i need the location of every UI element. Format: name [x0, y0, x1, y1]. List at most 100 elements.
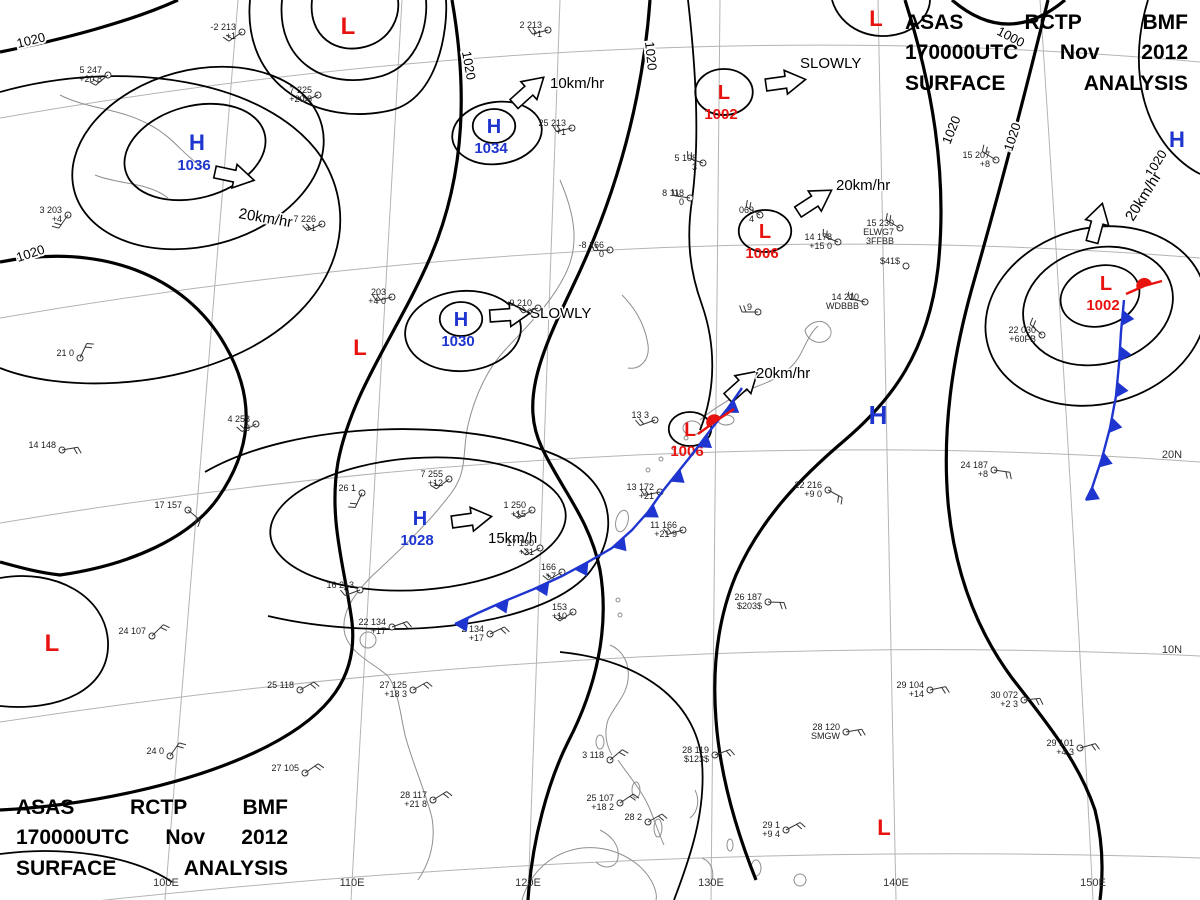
station-reading: +8 — [978, 469, 988, 479]
movement-arrow-icon — [212, 162, 256, 190]
station-plot-el — [1035, 698, 1040, 706]
luzon — [605, 644, 629, 756]
cold-front-triangle-icon — [1109, 417, 1123, 434]
station-plot-el — [725, 750, 732, 757]
cold-front-triangle-icon — [534, 581, 550, 597]
station-plot-el — [542, 575, 549, 581]
station-reading: WDBBB — [826, 301, 859, 311]
station-reading: 9 210 — [509, 298, 532, 308]
station-plot: 153+10 — [552, 602, 577, 622]
station-plot-el — [1023, 697, 1040, 701]
isobar — [831, 0, 931, 37]
station-plot: 3 203+4 — [39, 205, 72, 229]
isobar — [0, 850, 173, 883]
station-plot-el — [902, 262, 910, 270]
station-plot-el — [640, 489, 645, 496]
station-reading: 28 119 — [682, 745, 709, 755]
station-reading: 28 2 — [624, 812, 642, 822]
station-plot-el — [372, 294, 377, 302]
pressure-center-value: 1028 — [400, 532, 433, 549]
movement-speed-label: 20km/hr — [756, 365, 810, 382]
station-reading: 24 0 — [146, 746, 164, 756]
station-plot-el — [889, 215, 892, 223]
station-plot-el — [532, 29, 549, 35]
isobar — [248, 0, 448, 115]
high-center-letter: H — [487, 116, 501, 138]
station-plot-el — [515, 511, 523, 517]
station-plot-el — [343, 588, 350, 595]
ryukyu — [683, 435, 689, 441]
station-reading: 22 030 — [1008, 325, 1036, 335]
station-reading: 14 210 — [831, 292, 859, 302]
station-plot-el — [556, 124, 561, 131]
low-center-letter: L — [353, 335, 366, 360]
station-plot-el — [993, 469, 1010, 473]
station-reading: 29 101 — [1046, 738, 1074, 748]
inland-river — [59, 94, 206, 169]
station-plot: 3 118 — [582, 749, 629, 764]
islet — [615, 597, 621, 603]
station-reading: 16 213 — [326, 580, 354, 590]
islet — [617, 612, 623, 618]
station-reading: 21 0 — [56, 348, 74, 358]
station-plot: 24 187+8 — [960, 460, 1012, 480]
station-plot-el — [676, 189, 679, 197]
station-reading: +7 — [546, 571, 556, 581]
station-plot-el — [672, 188, 675, 196]
station-plot-el — [547, 571, 563, 581]
station-reading: 26 187 — [734, 592, 762, 602]
station-plot-el — [228, 31, 243, 42]
isobar-value-label: 1020 — [642, 41, 660, 71]
movement-speed-label: 20km/hr — [836, 177, 890, 194]
movement-speed-label: 20km/hr — [237, 205, 293, 231]
station-reading: 11 166 — [650, 520, 677, 530]
cold-front-triangle-icon — [670, 469, 685, 483]
cold-front-triangle-icon — [1121, 309, 1135, 326]
isobar — [0, 75, 342, 385]
station-plot-el — [667, 529, 684, 535]
ryukyu — [658, 456, 664, 462]
station-reading: +21 9 — [654, 529, 677, 539]
station-plot-el — [303, 94, 319, 103]
station-reading: +15 0 — [809, 241, 832, 251]
station-plot: 30 072+2 3 — [990, 690, 1044, 709]
analysis-id: ASAS RCTP BMF — [16, 796, 288, 819]
station-reading: 17 190 — [506, 538, 534, 548]
longitude-label: 140E — [883, 877, 909, 889]
station-plot-el — [307, 223, 323, 231]
station-plot-el — [313, 681, 320, 687]
cold-front-triangle-icon — [1098, 452, 1113, 468]
station-reading: 3 118 — [582, 750, 604, 760]
station-plot-el — [58, 214, 69, 229]
station-plot: 11 166+21 9 — [650, 520, 687, 539]
station-plot-el — [663, 528, 669, 535]
station-plot-el — [845, 728, 862, 733]
pressure-center-ring — [471, 108, 517, 144]
isobar-ring — [123, 102, 267, 202]
station-plot-el — [739, 305, 743, 313]
station-plot-el — [840, 497, 843, 505]
isobar — [559, 651, 704, 900]
station-plot: $41$ — [880, 256, 910, 270]
isobar-ring — [451, 100, 543, 166]
station-reading: 24 187 — [960, 460, 988, 470]
isobar — [204, 428, 610, 630]
station-plot: 13 3 — [631, 410, 659, 426]
cold-front-triangle-icon — [724, 399, 740, 413]
station-plot-el — [89, 81, 96, 86]
station-plot-el — [432, 791, 447, 801]
station-plot: 28 2 — [624, 812, 668, 826]
longitude-label: 130E — [698, 877, 724, 889]
station-plot-el — [618, 751, 626, 757]
station-reading: +18 2 — [591, 802, 614, 812]
station-plot: 28 117+21 8 — [400, 790, 453, 809]
station-plot-el — [622, 749, 629, 754]
island — [631, 781, 641, 799]
movement-arrow-icon-el — [764, 69, 808, 96]
station-plot-el — [674, 195, 691, 199]
meridian-130e — [710, 0, 721, 900]
station-plot-el — [239, 424, 246, 431]
